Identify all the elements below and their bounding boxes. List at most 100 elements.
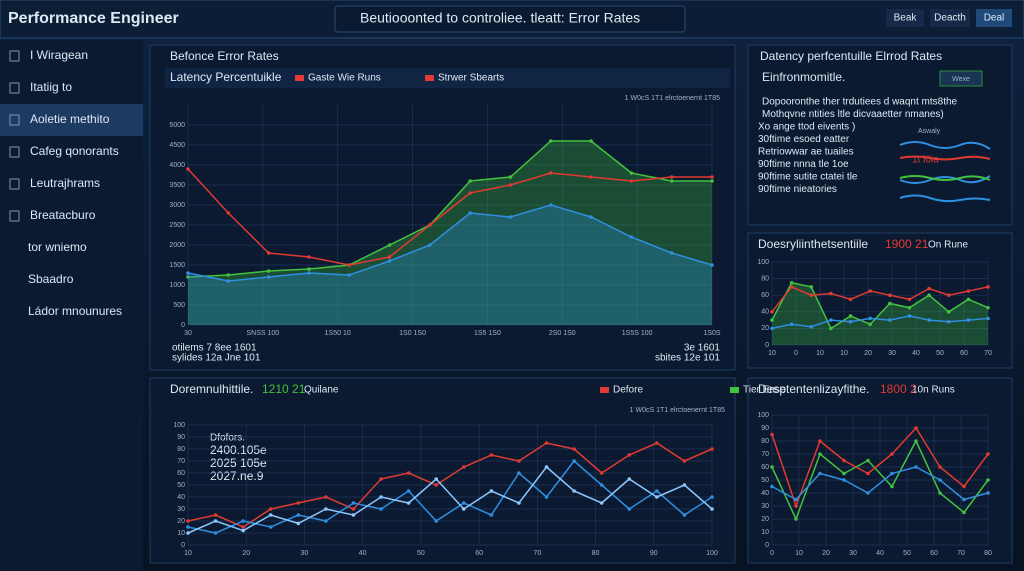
sidebar-icon [9,178,20,190]
x-tick-label: 0 [794,350,798,357]
sidebar-item[interactable]: Sbaadro [28,272,74,286]
sidebar-item[interactable]: tor wniemo [28,240,87,254]
x-tick-label: 70 [533,550,541,557]
x-tick-label: 20 [822,550,830,557]
y-tick-label: 30 [177,506,185,513]
x-tick-label: 30 [888,350,896,357]
chart-note: 1 W0cS 1T1 elrctoenernt 1T85 [630,407,725,414]
series-point [789,285,794,289]
legend-label: Defore [613,385,643,396]
series-point [962,510,966,515]
legend-label: Strwer Sbearts [438,73,504,84]
sidebar-item[interactable]: Breatacburo [30,208,96,222]
y-tick-label: 40 [761,490,769,497]
overlay-text: 2400.105e [210,443,267,457]
series-point [213,513,218,517]
y-tick-label: 60 [761,464,769,471]
y-tick-label: 100 [757,259,769,266]
y-tick-label: 100 [173,422,185,429]
series-point [866,458,870,463]
search-box[interactable] [334,5,686,33]
sidebar-item[interactable]: Aoletie methito [30,112,110,126]
x-tick-label: 40 [912,350,920,357]
series-point [186,531,190,535]
x-tick-label: 60 [930,550,938,557]
y-tick-label: 20 [761,325,769,332]
series-point [770,318,774,322]
header-button-label: Deal [984,13,1005,24]
x-tick-label: 60 [960,350,968,357]
legend-swatch [295,75,304,81]
series-point [868,316,872,321]
sidebar-item[interactable]: Leutrajhrams [30,176,100,190]
series-area [188,205,712,325]
footer-text: otilems 7 8ee 1601 [172,343,257,354]
series-point [794,497,798,502]
y-tick-label: 3000 [169,202,185,209]
series-point [907,314,912,318]
series-point [986,285,990,289]
series-point [710,263,714,267]
series-line [187,459,713,534]
series-point [938,478,942,482]
series-point [434,519,439,523]
header-button[interactable] [886,9,924,27]
footer-text: sbites 12e 101 [655,353,720,364]
y-tick-label: 2000 [169,242,185,249]
y-tick-label: 30 [761,503,769,510]
series-point [914,465,918,469]
y-tick-label: 4500 [169,142,185,149]
series-line [771,285,989,313]
sidebar-item[interactable]: Ládor mnounures [28,304,122,318]
series-point [517,501,521,505]
series-point [517,471,521,475]
x-tick-label: 70 [984,350,992,357]
series-point [461,465,466,469]
panel-stat-suffix: On Rune [928,240,968,251]
sidebar-item[interactable]: I Wiragean [30,48,88,62]
series-point [627,507,632,511]
legend-label: Gaste Wie Runs [308,73,381,84]
header-button-label: Deacth [934,13,966,24]
sparkline [899,155,991,161]
series-point [324,519,328,523]
footer-text: sylides 12a Jne 101 [172,353,261,364]
y-tick-label: 0 [181,322,185,329]
series-point [572,447,576,451]
y-tick-label: 80 [761,275,769,282]
header-button[interactable] [976,9,1012,27]
series-point [946,310,951,314]
series-point [927,286,931,291]
series-point [544,441,549,445]
series-point [794,504,798,508]
series-point [669,175,674,179]
y-tick-label: 3500 [169,182,185,189]
sidebar-item[interactable]: Itatiig to [30,80,72,94]
x-tick-label: 10 [184,550,192,557]
series-point [986,305,990,310]
y-tick-label: 40 [761,309,769,316]
panel-button[interactable] [939,70,983,87]
series-point [572,489,576,493]
series-point [599,483,604,487]
header-button-label: Beak [894,13,918,24]
sidebar-item[interactable]: Cafeg qonorants [30,144,119,158]
series-point [868,289,872,293]
series-point [962,497,966,502]
series-point [986,478,990,482]
series-point [829,326,833,331]
series-point [266,251,271,255]
y-tick-label: 70 [177,458,185,465]
panel [149,377,736,564]
info-line: Xo ange ttod eivents ) [758,122,855,133]
series-point [548,139,553,143]
panel-button-label: Wexe [952,76,970,83]
series-point [489,489,494,493]
series-point [307,271,311,275]
info-line: 90ftime nieatories [758,184,837,195]
badge: Aswaly [918,128,941,135]
series-point [266,275,271,279]
header-button[interactable] [930,9,970,27]
series-point [907,297,912,302]
